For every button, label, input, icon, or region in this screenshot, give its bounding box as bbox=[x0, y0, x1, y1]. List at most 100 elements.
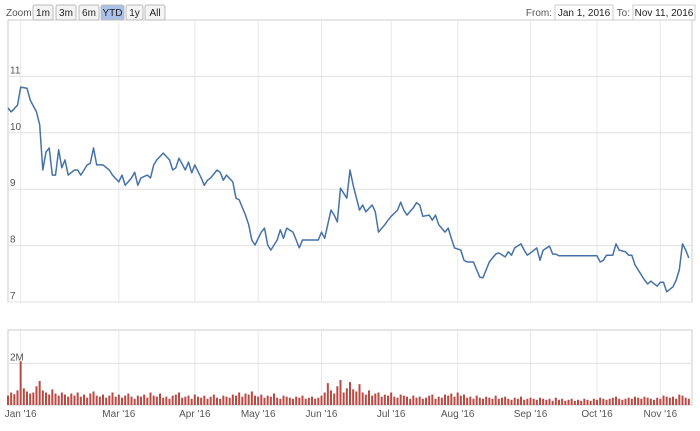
volume-bar bbox=[54, 393, 57, 405]
volume-bar bbox=[345, 388, 348, 405]
volume-bar bbox=[577, 399, 579, 405]
volume-bar bbox=[434, 398, 437, 405]
button-label[interactable]: 6m bbox=[82, 8, 96, 19]
button-label[interactable]: 3m bbox=[59, 8, 73, 19]
volume-bar bbox=[339, 380, 342, 405]
volume-bar bbox=[421, 398, 424, 405]
volume-bar bbox=[383, 394, 386, 405]
volume-bar bbox=[254, 395, 256, 405]
button-label[interactable]: 1m bbox=[36, 8, 50, 19]
volume-bar bbox=[634, 396, 636, 405]
volume-bar bbox=[596, 399, 598, 405]
volume-bar bbox=[228, 397, 231, 405]
volume-bar bbox=[523, 399, 526, 405]
volume-bar bbox=[130, 396, 133, 405]
volume-bar bbox=[526, 398, 529, 405]
volume-bar bbox=[108, 395, 111, 405]
volume-bar bbox=[121, 397, 123, 405]
volume-bar bbox=[16, 390, 19, 405]
button-bg bbox=[78, 4, 100, 21]
volume-bar bbox=[352, 389, 355, 405]
zoom-button[interactable]: 6m bbox=[78, 4, 100, 21]
volume-bar bbox=[60, 392, 63, 405]
volume-bar bbox=[162, 397, 165, 405]
volume-bar bbox=[599, 397, 602, 405]
volume-bar bbox=[437, 396, 440, 405]
volume-bar bbox=[516, 398, 519, 405]
volume-bar bbox=[330, 390, 332, 405]
volume-bar bbox=[374, 393, 377, 405]
volume-bar bbox=[200, 397, 203, 405]
volume-bar bbox=[444, 394, 446, 405]
to-label: To: bbox=[617, 8, 630, 19]
zoom-button[interactable]: All bbox=[144, 4, 166, 21]
volume-bar bbox=[105, 397, 108, 405]
volume-bar bbox=[38, 381, 41, 405]
volume-bar bbox=[539, 397, 541, 405]
zoom-button[interactable]: 1m bbox=[32, 4, 54, 21]
volume-bar bbox=[665, 396, 668, 405]
volume-bar bbox=[238, 392, 241, 405]
volume-bar bbox=[643, 396, 646, 405]
volume-bar bbox=[649, 398, 652, 405]
volume-bar bbox=[497, 398, 500, 405]
zoom-button[interactable]: 1y bbox=[125, 4, 144, 21]
volume-bar bbox=[529, 397, 532, 405]
volume-bar bbox=[269, 396, 272, 405]
volume-bar bbox=[621, 399, 624, 405]
zoom-button[interactable]: YTD bbox=[100, 4, 125, 21]
volume-bar bbox=[140, 396, 142, 405]
volume-bar bbox=[532, 398, 535, 405]
volume-bar bbox=[349, 382, 351, 405]
volume-bar bbox=[406, 396, 408, 405]
button-bg bbox=[144, 4, 166, 21]
volume-bar bbox=[146, 397, 149, 405]
volume-bar bbox=[418, 396, 421, 405]
volume-bar bbox=[358, 384, 361, 405]
zoom-button[interactable]: 3m bbox=[55, 4, 77, 21]
y-tick-label: 10 bbox=[10, 122, 22, 133]
volume-bar bbox=[618, 398, 621, 405]
price-line bbox=[7, 86, 690, 293]
button-label[interactable]: All bbox=[149, 8, 160, 19]
volume-bar bbox=[355, 391, 358, 405]
volume-bar bbox=[494, 395, 497, 405]
volume-bar bbox=[206, 398, 209, 405]
volume-bar bbox=[193, 394, 196, 405]
button-label[interactable]: 1y bbox=[129, 8, 140, 19]
to-date[interactable]: Nov 11, 2016 bbox=[635, 8, 694, 19]
volume-bar bbox=[124, 395, 127, 405]
volume-bar bbox=[513, 397, 516, 405]
volume-bar bbox=[488, 397, 491, 405]
volume-bar bbox=[127, 393, 130, 405]
volume-bar bbox=[32, 392, 35, 405]
from-date[interactable]: Jan 1, 2016 bbox=[558, 8, 611, 19]
volume-bar bbox=[171, 395, 174, 405]
volume-bar bbox=[64, 394, 66, 405]
button-label[interactable]: YTD bbox=[103, 8, 123, 19]
volume-bar bbox=[45, 392, 47, 405]
volume-bar bbox=[672, 396, 674, 405]
volume-bar bbox=[399, 394, 402, 405]
volume-bar bbox=[548, 398, 551, 405]
volume-bar bbox=[520, 396, 522, 405]
volume-bar bbox=[637, 397, 640, 405]
volume-bar bbox=[684, 397, 687, 405]
x-tick-label: Jan '16 bbox=[5, 409, 37, 420]
volume-bar bbox=[463, 394, 465, 405]
volume-bar bbox=[117, 394, 120, 405]
volume-bar bbox=[181, 397, 184, 405]
volume-bar bbox=[551, 400, 554, 405]
volume-bar bbox=[501, 397, 503, 405]
volume-bar bbox=[51, 389, 54, 405]
volume-bar bbox=[675, 398, 678, 405]
volume-bar bbox=[288, 397, 291, 405]
x-tick-label: Oct '16 bbox=[581, 409, 613, 420]
volume-bar bbox=[244, 393, 247, 405]
volume-bar bbox=[231, 394, 234, 405]
volume-bar bbox=[393, 396, 396, 405]
volume-bar bbox=[380, 396, 383, 405]
volume-bar bbox=[136, 395, 139, 405]
button-bg bbox=[32, 4, 54, 21]
price-panel bbox=[7, 19, 693, 303]
